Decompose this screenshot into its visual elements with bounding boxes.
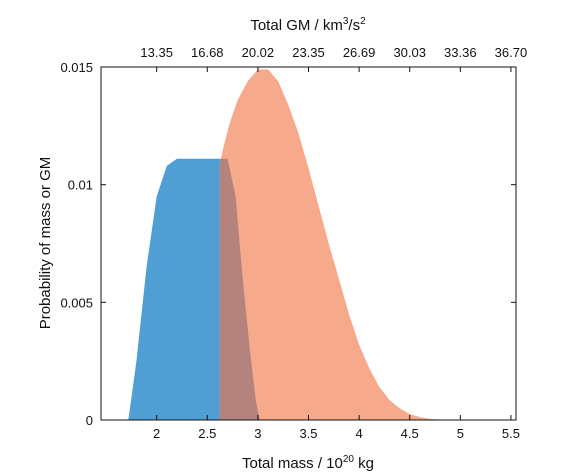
x-tick-label: 5 — [457, 426, 464, 441]
y-tick-label: 0.015 — [60, 60, 93, 75]
x-tick-label: 3 — [254, 426, 261, 441]
y-tick-label: 0 — [86, 413, 93, 428]
x2-axis-title: Total GM / km3/s2 — [250, 16, 366, 34]
x2-tick-label: 20.02 — [242, 45, 275, 60]
x2-tick-label: 30.03 — [393, 45, 426, 60]
x-tick-label: 5.5 — [502, 426, 520, 441]
y-tick-label: 0.005 — [60, 295, 93, 310]
x2-tick-label: 13.35 — [140, 45, 173, 60]
x-tick-label: 3.5 — [299, 426, 317, 441]
x2-tick-label: 33.36 — [444, 45, 477, 60]
y-axis-title: Probability of mass or GM — [37, 157, 54, 330]
y-tick-label: 0.01 — [68, 178, 93, 193]
x-tick-label: 2 — [153, 426, 160, 441]
series-area-1 — [219, 69, 461, 420]
x2-tick-label: 23.35 — [292, 45, 325, 60]
plot-areas — [128, 69, 461, 420]
x2-tick-label: 36.70 — [495, 45, 528, 60]
x-axis-title: Total mass / 1020 kg — [242, 454, 374, 472]
axis-ticks: 2 2.5 3 3.5 4 4.5 5 5.5 13.35 16.68 20.02 23.35 26.6… — [60, 45, 527, 441]
x-tick-label: 2.5 — [198, 426, 216, 441]
x-tick-label: 4 — [355, 426, 362, 441]
x2-tick-label: 16.68 — [191, 45, 224, 60]
x-tick-label: 4.5 — [401, 426, 419, 441]
x2-tick-label: 26.69 — [343, 45, 376, 60]
